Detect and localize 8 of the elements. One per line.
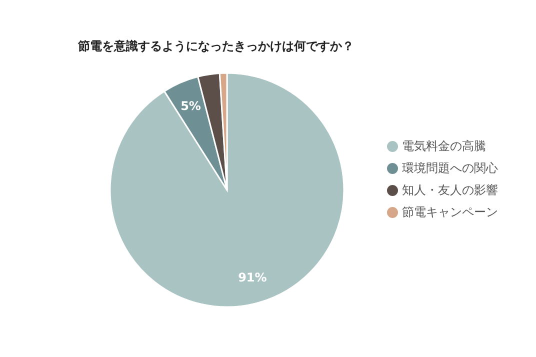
legend-label: 電気料金の高騰 bbox=[402, 138, 486, 152]
legend-label: 環境問題への関心 bbox=[402, 160, 498, 174]
legend-label: 節電キャンペーン bbox=[402, 204, 498, 218]
chart-title: 節電を意識するようになったきっかけは何ですか？ bbox=[78, 38, 354, 55]
legend-label: 知人・友人の影響 bbox=[402, 182, 498, 196]
pie-slice bbox=[109, 72, 345, 308]
data-label: 5% bbox=[180, 99, 201, 114]
data-label: 91% bbox=[238, 270, 267, 285]
